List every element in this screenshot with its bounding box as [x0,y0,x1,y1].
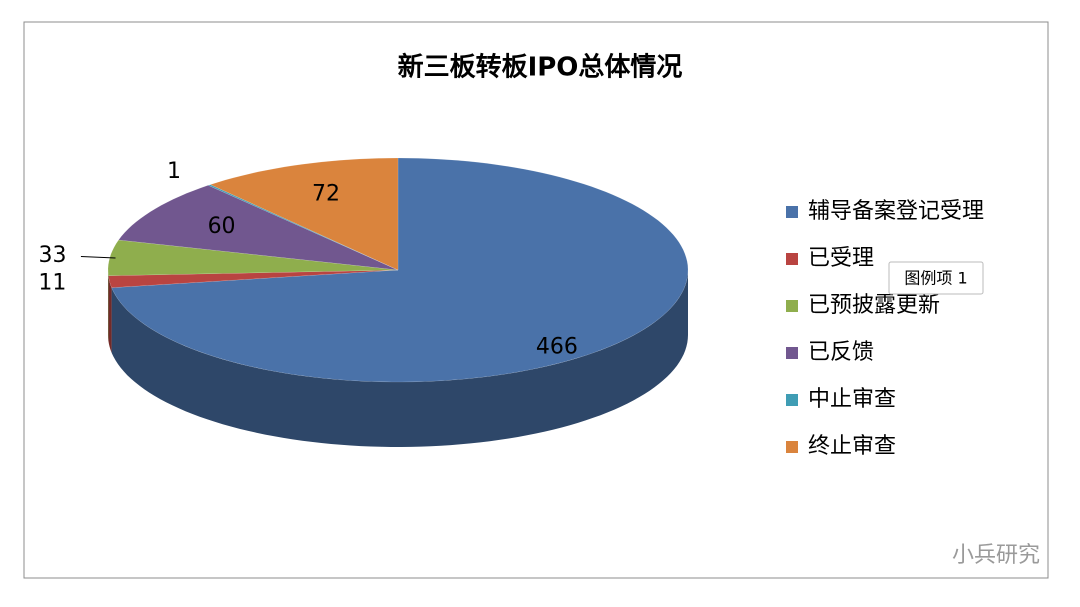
slice-side [108,276,111,353]
legend-marker [786,394,798,406]
legend-marker [786,206,798,218]
data-label: 466 [536,334,578,359]
data-label: 60 [208,214,236,239]
legend-label: 已受理 [808,246,874,271]
legend-label: 已反馈 [808,340,874,365]
legend-label: 辅导备案登记受理 [808,199,984,224]
legend-marker [786,347,798,359]
data-label: 33 [39,243,67,268]
legend-marker [786,253,798,265]
watermark: 小兵研究 [952,543,1040,568]
legend-label: 中止审查 [808,387,896,412]
legend-marker [786,300,798,312]
tooltip: 图例项 1 [904,269,967,288]
data-label: 1 [167,159,181,184]
chart-title: 新三板转板IPO总体情况 [398,52,683,83]
data-label: 72 [312,181,340,206]
legend-marker [786,441,798,453]
legend-label: 已预披露更新 [808,293,940,318]
legend-label: 终止审查 [808,434,896,459]
data-label: 11 [38,271,66,296]
